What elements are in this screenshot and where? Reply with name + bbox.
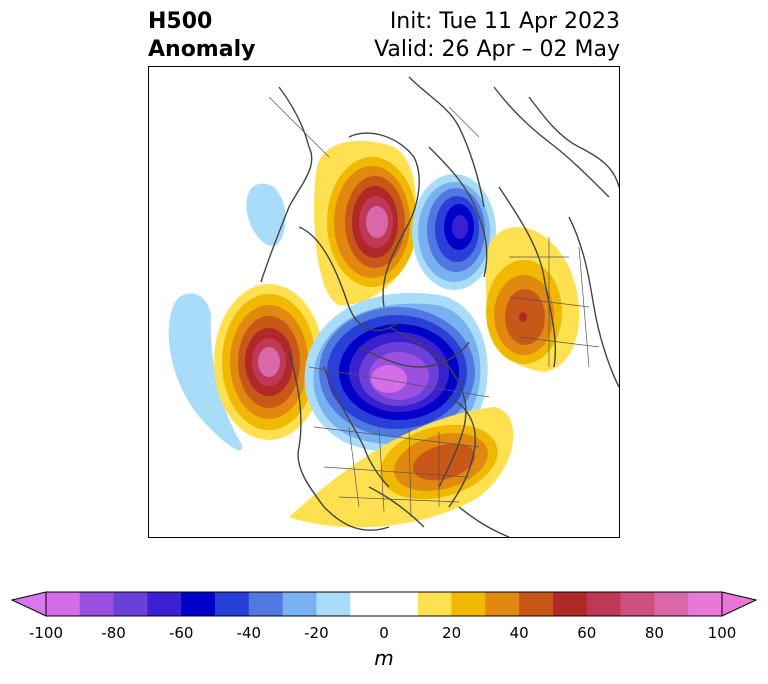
colorbar-segment: [654, 592, 689, 616]
anomaly-map: [148, 66, 620, 538]
anomaly-arctic-negative: [412, 174, 496, 290]
colorbar-segment: [586, 592, 622, 616]
colorbar-segment: [485, 592, 520, 616]
colorbar-segment: [553, 592, 588, 616]
coastlines: [260, 76, 619, 537]
colorbar-tick-label: -40: [236, 624, 262, 642]
colorbar-segment: [248, 592, 284, 616]
anomaly-greenland-positive: [313, 140, 417, 306]
colorbar-tick-label: -80: [101, 624, 126, 642]
colorbar-segment: [620, 592, 655, 616]
colorbar-tick-label: 40: [509, 624, 529, 642]
colorbar-tick-label: 100: [707, 624, 737, 642]
colorbar-tick-label: -100: [28, 624, 64, 642]
colorbar: [10, 591, 758, 617]
init-label: Init: Tue 11 Apr 2023: [389, 9, 620, 34]
anomaly-alaska-positive: [214, 284, 324, 440]
anomaly-bering-negative: [246, 183, 286, 246]
colorbar-segment: [46, 592, 81, 616]
colorbar-segment: [79, 592, 115, 616]
colorbar-segment: [215, 592, 250, 616]
colorbar-segments: [46, 592, 723, 616]
colorbar-segment: [350, 592, 419, 616]
anomaly-canada-negative: [304, 292, 488, 452]
title-right: Init: Tue 11 Apr 2023 Valid: 26 Apr – 02…: [374, 8, 620, 64]
colorbar-segment: [147, 592, 182, 616]
colorbar-tick-label: 60: [577, 624, 597, 642]
title-line1: H500: [148, 9, 213, 34]
map-canvas: [168, 76, 619, 537]
colorbar-segment: [316, 592, 351, 616]
colorbar-segment: [451, 592, 486, 616]
country-borders: [268, 96, 600, 518]
colorbar-unit-label: m: [374, 646, 394, 670]
colorbar-segment: [688, 592, 723, 616]
colorbar-segment: [519, 592, 554, 616]
title-line2: Anomaly: [148, 37, 256, 62]
valid-label: Valid: 26 Apr – 02 May: [374, 37, 620, 62]
title-left: H500 Anomaly: [148, 8, 255, 64]
colorbar-tick-label: 20: [442, 624, 462, 642]
anomaly-pacific-negative: [168, 293, 243, 451]
colorbar-tick-label: 0: [379, 624, 389, 642]
colorbar-over-arrow: [721, 591, 758, 617]
colorbar-tick-label: -60: [168, 624, 194, 642]
anomaly-europe-positive: [485, 227, 580, 372]
colorbar-tick-label: -20: [304, 624, 329, 642]
colorbar-segment: [113, 592, 148, 616]
colorbar-segment: [282, 592, 317, 616]
colorbar-segment: [417, 592, 453, 616]
colorbar-outline: [45, 591, 723, 617]
colorbar-tick-label: 80: [644, 624, 664, 642]
colorbar-under-arrow: [10, 591, 47, 617]
colorbar-segment: [181, 592, 216, 616]
